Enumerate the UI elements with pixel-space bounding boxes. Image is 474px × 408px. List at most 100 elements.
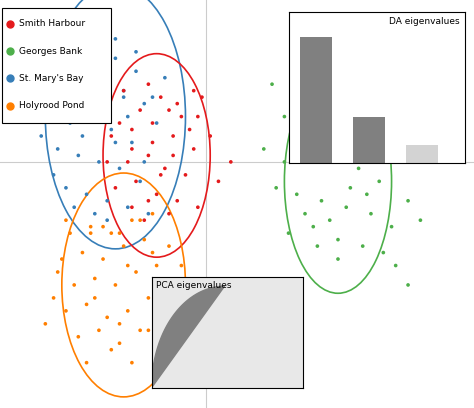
Point: [322, 87, 329, 94]
Point: [301, 211, 309, 217]
Point: [145, 211, 152, 217]
Point: [132, 269, 140, 275]
Point: [54, 146, 62, 152]
Point: [178, 262, 185, 269]
Point: [412, 113, 420, 120]
Point: [95, 327, 103, 334]
Point: [111, 282, 119, 288]
Point: [388, 224, 395, 230]
Point: [91, 275, 99, 282]
Point: [83, 301, 91, 308]
Point: [396, 133, 403, 139]
Point: [42, 81, 49, 87]
Point: [285, 230, 292, 236]
Point: [318, 197, 325, 204]
Point: [120, 87, 128, 94]
Point: [137, 217, 144, 224]
Point: [128, 359, 136, 366]
Point: [74, 333, 82, 340]
Point: [140, 236, 148, 243]
Point: [186, 126, 193, 133]
Point: [50, 172, 57, 178]
Point: [326, 217, 334, 224]
Point: [194, 113, 201, 120]
Point: [124, 308, 132, 314]
Point: [124, 159, 132, 165]
Point: [190, 87, 198, 94]
Point: [355, 165, 363, 172]
Point: [132, 68, 140, 75]
Point: [178, 113, 185, 120]
Point: [157, 340, 164, 346]
Point: [116, 340, 123, 346]
Point: [322, 133, 329, 139]
Point: [145, 152, 152, 159]
Point: [54, 269, 62, 275]
Point: [140, 100, 148, 107]
Point: [79, 133, 86, 139]
Point: [111, 55, 119, 62]
Point: [334, 256, 342, 262]
Point: [383, 94, 391, 100]
Point: [62, 308, 70, 314]
Point: [227, 159, 235, 165]
Point: [190, 146, 198, 152]
Text: Georges Bank: Georges Bank: [18, 47, 82, 55]
Point: [87, 230, 94, 236]
Point: [108, 346, 115, 353]
Point: [161, 282, 169, 288]
Point: [128, 217, 136, 224]
Point: [62, 100, 70, 107]
Point: [281, 113, 288, 120]
Point: [124, 204, 132, 211]
Point: [71, 68, 78, 75]
Point: [99, 224, 107, 230]
Point: [95, 159, 103, 165]
Point: [215, 178, 222, 184]
Text: Smith Harbour: Smith Harbour: [18, 20, 85, 29]
Point: [91, 295, 99, 301]
Point: [268, 81, 276, 87]
Point: [149, 120, 156, 126]
Point: [62, 217, 70, 224]
Point: [108, 230, 115, 236]
Point: [50, 62, 57, 68]
Point: [359, 243, 366, 249]
Point: [297, 94, 305, 100]
Point: [425, 152, 432, 159]
Point: [87, 224, 94, 230]
Point: [334, 236, 342, 243]
Point: [87, 113, 94, 120]
Point: [161, 165, 169, 172]
Point: [99, 74, 107, 81]
Point: [120, 94, 128, 100]
Point: [342, 204, 350, 211]
Point: [371, 159, 379, 165]
Bar: [406, 144, 438, 163]
Point: [128, 139, 136, 146]
Point: [116, 230, 123, 236]
Point: [71, 49, 78, 55]
Point: [145, 295, 152, 301]
FancyBboxPatch shape: [2, 8, 111, 123]
Point: [206, 133, 214, 139]
Point: [37, 133, 45, 139]
Point: [145, 81, 152, 87]
Point: [314, 243, 321, 249]
Point: [153, 191, 160, 197]
Point: [289, 133, 296, 139]
Point: [363, 126, 371, 133]
Point: [157, 172, 164, 178]
Point: [103, 217, 111, 224]
Point: [103, 100, 111, 107]
Point: [66, 230, 74, 236]
Point: [165, 211, 173, 217]
Point: [83, 359, 91, 366]
Point: [363, 191, 371, 197]
Point: [103, 197, 111, 204]
Point: [281, 159, 288, 165]
Point: [165, 243, 173, 249]
Point: [58, 87, 65, 94]
Point: [42, 321, 49, 327]
Point: [79, 249, 86, 256]
